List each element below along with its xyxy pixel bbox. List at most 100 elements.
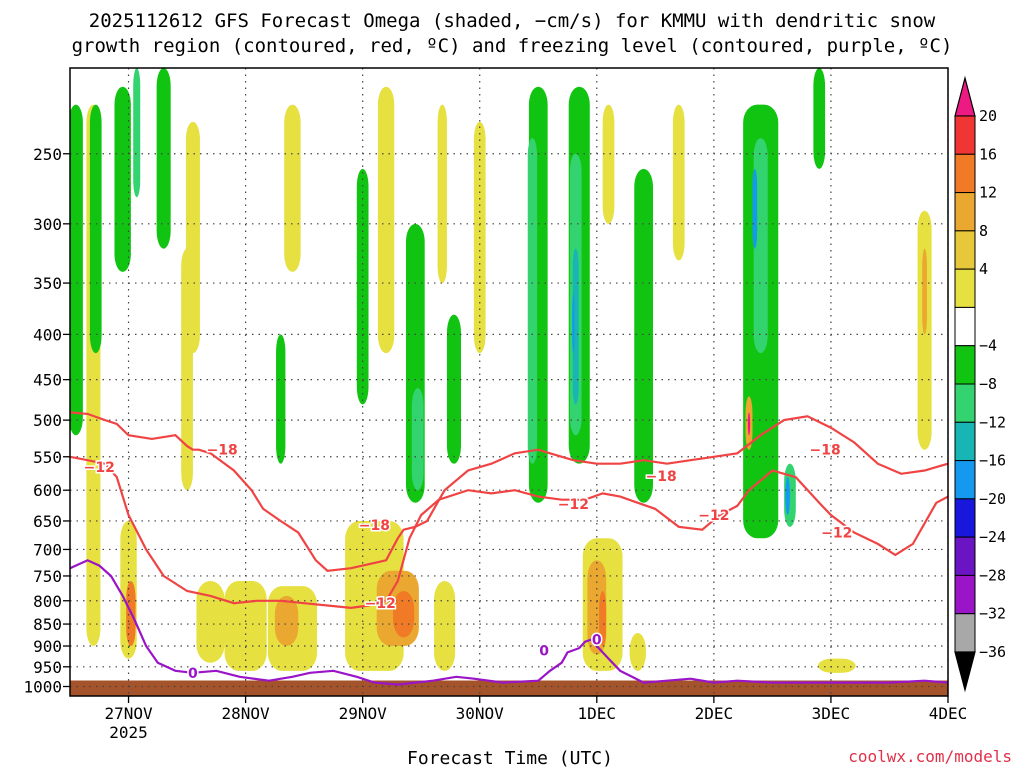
contour-label: −12: [84, 460, 115, 476]
omega-region: [785, 477, 790, 516]
contour-label: 0: [539, 643, 549, 659]
y-tick-label: 550: [33, 448, 62, 467]
omega-region: [156, 68, 171, 249]
colorbar-label: 8: [979, 222, 988, 240]
omega-region: [752, 168, 758, 249]
colorbar-segment: [954, 153, 976, 194]
x-tick-sublabel: 2025: [109, 723, 148, 742]
colorbar-bottom-arrow: [954, 651, 976, 693]
colorbar-segment: [954, 460, 976, 500]
omega-region: [572, 293, 575, 354]
contour-label: −12: [821, 526, 852, 542]
y-tick-label: 850: [33, 615, 62, 634]
colorbar-segment: [954, 230, 976, 270]
contour-label: −18: [809, 443, 840, 459]
y-tick-label: 650: [33, 512, 62, 531]
colorbar-label: −32: [979, 605, 1006, 623]
colorbar-segment: [954, 383, 976, 423]
ascent-region: [599, 591, 607, 647]
y-tick-label: 750: [33, 567, 62, 586]
y-axis-ticks: 250 300 350 400 450 500 550 600 650 700 750 800 850 9…: [23, 145, 70, 697]
colorbar-segment: [954, 306, 976, 347]
chart-title-line-1: 2025112612 GFS Forecast Omega (shaded, −…: [89, 10, 936, 32]
y-tick-label: 350: [33, 274, 62, 293]
colorbar-label: −16: [979, 452, 1006, 470]
y-tick-label: 300: [33, 215, 62, 234]
ascent-region: [181, 248, 193, 491]
omega-region: [527, 138, 538, 464]
colorbar-segment: [954, 115, 976, 155]
contour-label: −18: [359, 518, 390, 534]
y-tick-label: 700: [33, 540, 62, 559]
colorbar-label: −8: [979, 375, 997, 393]
omega-region: [634, 168, 653, 503]
contour-label: −12: [365, 596, 396, 612]
contour-line: [70, 559, 948, 686]
ascent-region: [672, 104, 685, 261]
terrain-band: [70, 680, 948, 696]
x-tick-label: 2DEC: [695, 704, 734, 723]
temperature-contours: −18 −18 −18 −18 −12 −12 −12 −12 −12 0 0 0: [70, 411, 948, 686]
contour-line: [70, 455, 948, 610]
ascent-region: [274, 595, 299, 647]
omega-region: [356, 168, 369, 405]
colorbar-label: 20: [979, 107, 997, 125]
colorbar-label: −36: [979, 643, 1006, 661]
omega-region: [114, 86, 131, 272]
colorbar-label: 12: [979, 184, 997, 202]
y-tick-label: 600: [33, 481, 62, 500]
colorbar-segment: [954, 574, 976, 615]
colorbar-label: 4: [979, 260, 988, 278]
contour-line: [70, 411, 948, 572]
omega-region: [446, 314, 462, 464]
x-tick-label: 27NOV: [104, 704, 153, 723]
y-tick-label: 500: [33, 411, 62, 430]
colorbar-label: −24: [979, 528, 1006, 546]
colorbar-segment: [954, 421, 976, 462]
x-tick-label: 4DEC: [929, 704, 968, 723]
colorbar-segment: [954, 536, 976, 576]
colorbar-segment: [954, 613, 976, 653]
ascent-region: [602, 104, 615, 224]
colorbar-segment: [954, 498, 976, 538]
omega-shading: [70, 68, 932, 673]
contour-label: −18: [207, 443, 238, 459]
omega-region: [133, 68, 141, 198]
x-tick-label: 29NOV: [339, 704, 388, 723]
omega-region: [411, 388, 424, 491]
ascent-region: [377, 86, 395, 354]
x-axis-label: Forecast Time (UTC): [407, 748, 613, 768]
contour-label: −18: [646, 469, 677, 485]
contour-label: −12: [558, 497, 589, 513]
omega-region: [89, 104, 102, 354]
ascent-region: [437, 104, 447, 284]
ascent-region: [196, 581, 225, 663]
ground-band: [70, 680, 948, 696]
contour-label: 0: [188, 666, 198, 682]
colorbar-top-arrow: [954, 75, 976, 117]
omega-region: [276, 334, 286, 464]
chart-title-line-2: growth region (contoured, red, ºC) and f…: [72, 35, 953, 57]
omega-region: [813, 68, 826, 169]
x-tick-label: 28NOV: [222, 704, 271, 723]
omega-region: [70, 104, 83, 436]
colorbar-label: 16: [979, 145, 997, 163]
ascent-region: [393, 591, 415, 638]
ascent-region: [922, 248, 927, 335]
ascent-region: [818, 658, 856, 673]
colorbar-label: −4: [979, 337, 997, 355]
grid-lines: [70, 68, 948, 696]
x-tick-label: 1DEC: [578, 704, 617, 723]
x-tick-label: 3DEC: [812, 704, 851, 723]
x-tick-label: 30NOV: [456, 704, 505, 723]
colorbar-segment: [954, 268, 976, 308]
colorbar-label: −28: [979, 566, 1006, 584]
y-tick-label: 400: [33, 325, 62, 344]
contour-label: −12: [698, 508, 729, 524]
y-tick-label: 1000: [23, 678, 62, 697]
colorbar-segment: [954, 192, 976, 232]
contour-label: 0: [592, 633, 602, 649]
ascent-region: [434, 581, 456, 671]
